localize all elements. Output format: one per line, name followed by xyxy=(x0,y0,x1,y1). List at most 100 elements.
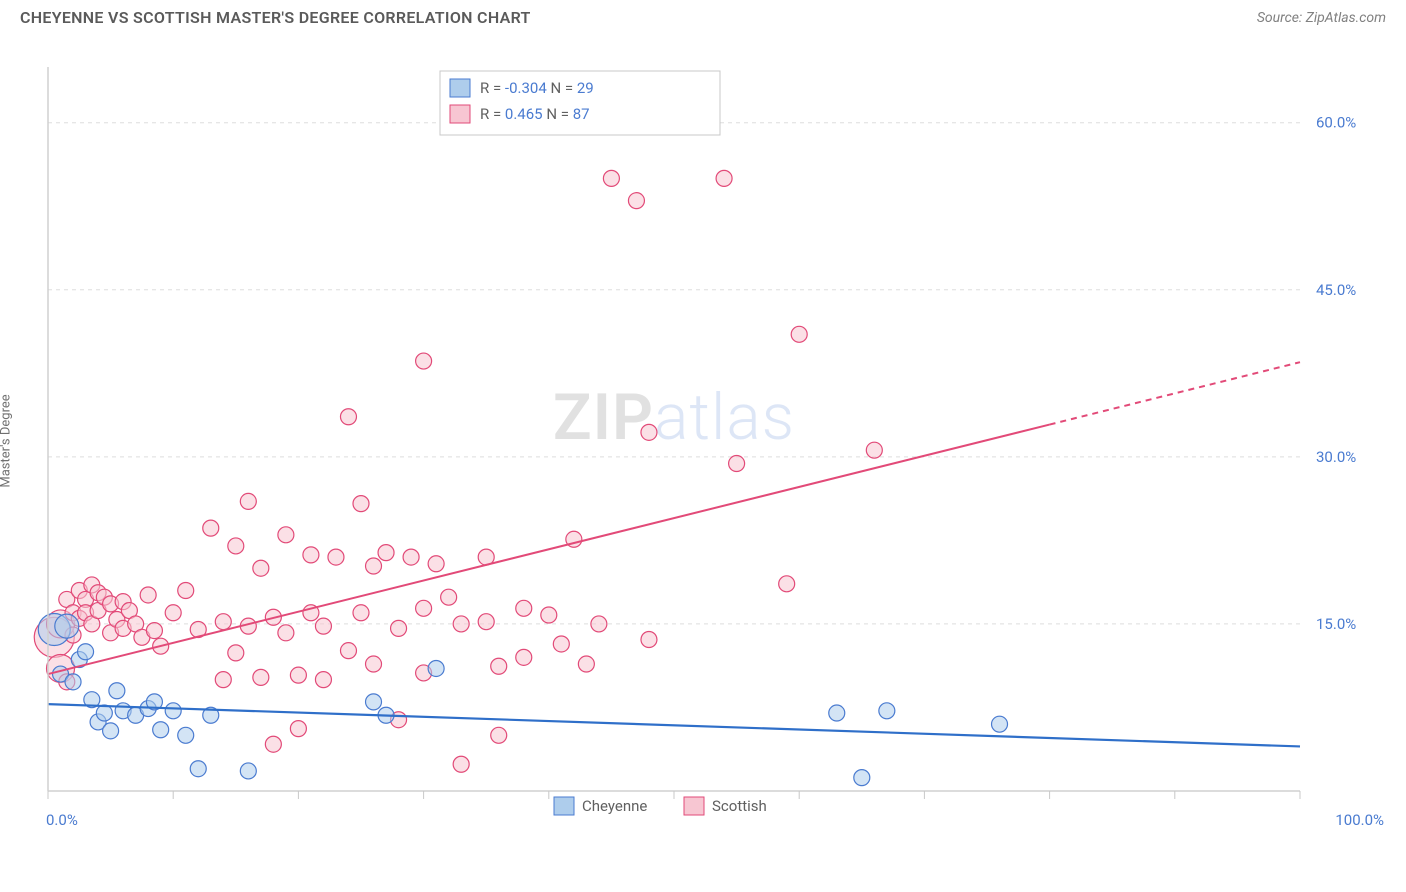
data-point xyxy=(578,656,594,672)
legend-stat-row: R = 0.465 N = 87 xyxy=(480,105,590,123)
data-point xyxy=(96,705,112,721)
data-point xyxy=(240,763,256,779)
data-point xyxy=(378,545,394,561)
data-point xyxy=(190,761,206,777)
data-point xyxy=(453,756,469,772)
data-point xyxy=(109,683,125,699)
data-point xyxy=(428,660,444,676)
data-point xyxy=(178,583,194,599)
y-tick-label: 15.0% xyxy=(1316,615,1356,633)
legend-swatch xyxy=(684,797,704,815)
correlation-scatter-chart: 15.0% 30.0% 45.0% 60.0% ZIPatlas 0.0% 100.0% R … xyxy=(0,31,1406,851)
data-point xyxy=(866,442,882,458)
data-point xyxy=(290,721,306,737)
data-point xyxy=(391,620,407,636)
legend-label: Cheyenne xyxy=(582,797,647,815)
data-point xyxy=(441,589,457,605)
data-point xyxy=(146,623,162,639)
data-point xyxy=(453,616,469,632)
data-point xyxy=(992,716,1008,732)
series-scottish xyxy=(34,170,882,772)
legend-series: Cheyenne Scottish xyxy=(554,797,767,815)
data-point xyxy=(278,527,294,543)
chart-header: CHEYENNE VS SCOTTISH MASTER'S DEGREE COR… xyxy=(0,0,1406,31)
data-point xyxy=(178,727,194,743)
x-tick-label: 0.0% xyxy=(46,811,78,829)
data-point xyxy=(340,409,356,425)
data-point xyxy=(641,424,657,440)
data-point xyxy=(716,170,732,186)
legend-swatch xyxy=(554,797,574,815)
data-point xyxy=(491,658,507,674)
source-prefix: Source: xyxy=(1257,10,1306,26)
data-point xyxy=(315,618,331,634)
data-point xyxy=(165,703,181,719)
data-point xyxy=(829,705,845,721)
data-point xyxy=(603,170,619,186)
data-point xyxy=(353,605,369,621)
data-point xyxy=(253,560,269,576)
data-point xyxy=(366,694,382,710)
data-point xyxy=(340,643,356,659)
data-point xyxy=(591,616,607,632)
data-point xyxy=(153,722,169,738)
data-point xyxy=(879,703,895,719)
data-point xyxy=(228,645,244,661)
data-point xyxy=(165,605,181,621)
y-tick-label: 30.0% xyxy=(1316,448,1356,466)
data-point xyxy=(729,456,745,472)
data-point xyxy=(278,625,294,641)
data-point xyxy=(416,353,432,369)
data-point xyxy=(78,644,94,660)
data-point xyxy=(403,549,419,565)
data-point xyxy=(55,614,79,638)
data-point xyxy=(103,723,119,739)
data-point xyxy=(203,520,219,536)
chart-title: CHEYENNE VS SCOTTISH MASTER'S DEGREE COR… xyxy=(20,8,531,27)
data-point xyxy=(366,656,382,672)
data-point xyxy=(240,493,256,509)
chart-source: Source: ZipAtlas.com xyxy=(1257,10,1386,26)
data-point xyxy=(353,496,369,512)
x-tick-label: 100.0% xyxy=(1335,811,1384,829)
data-point xyxy=(541,607,557,623)
data-point xyxy=(416,600,432,616)
legend-stat-row: R = -0.304 N = 29 xyxy=(480,79,594,97)
data-point xyxy=(516,649,532,665)
legend-swatch xyxy=(450,105,470,123)
data-point xyxy=(641,632,657,648)
data-point xyxy=(478,614,494,630)
data-point xyxy=(290,667,306,683)
y-axis-label: Master's Degree xyxy=(0,394,14,487)
y-tick-label: 60.0% xyxy=(1316,114,1356,132)
legend-swatch xyxy=(450,79,470,97)
chart-container: Master's Degree 15.0% 30.0% 45.0% 60.0% ZIPa… xyxy=(0,31,1406,851)
data-point xyxy=(854,770,870,786)
data-point xyxy=(366,558,382,574)
data-point xyxy=(516,600,532,616)
trend-line-scottish xyxy=(48,425,1050,675)
trend-line-extrapolated-scottish xyxy=(1050,362,1300,424)
data-point xyxy=(253,669,269,685)
legend-label: Scottish xyxy=(712,797,767,815)
data-point xyxy=(65,674,81,690)
data-point xyxy=(215,614,231,630)
data-point xyxy=(791,326,807,342)
source-name: ZipAtlas.com xyxy=(1306,10,1386,26)
data-point xyxy=(303,547,319,563)
legend-stats: R = -0.304 N = 29 R = 0.465 N = 87 xyxy=(440,71,720,135)
watermark: ZIPatlas xyxy=(553,380,795,455)
data-point xyxy=(628,193,644,209)
data-point xyxy=(553,636,569,652)
data-point xyxy=(140,587,156,603)
data-point xyxy=(265,736,281,752)
data-point xyxy=(328,549,344,565)
data-point xyxy=(315,672,331,688)
data-point xyxy=(215,672,231,688)
y-tick-label: 45.0% xyxy=(1316,281,1356,299)
data-point xyxy=(491,727,507,743)
data-point xyxy=(779,576,795,592)
data-point xyxy=(428,556,444,572)
trend-line-cheyenne xyxy=(48,704,1300,746)
data-point xyxy=(228,538,244,554)
